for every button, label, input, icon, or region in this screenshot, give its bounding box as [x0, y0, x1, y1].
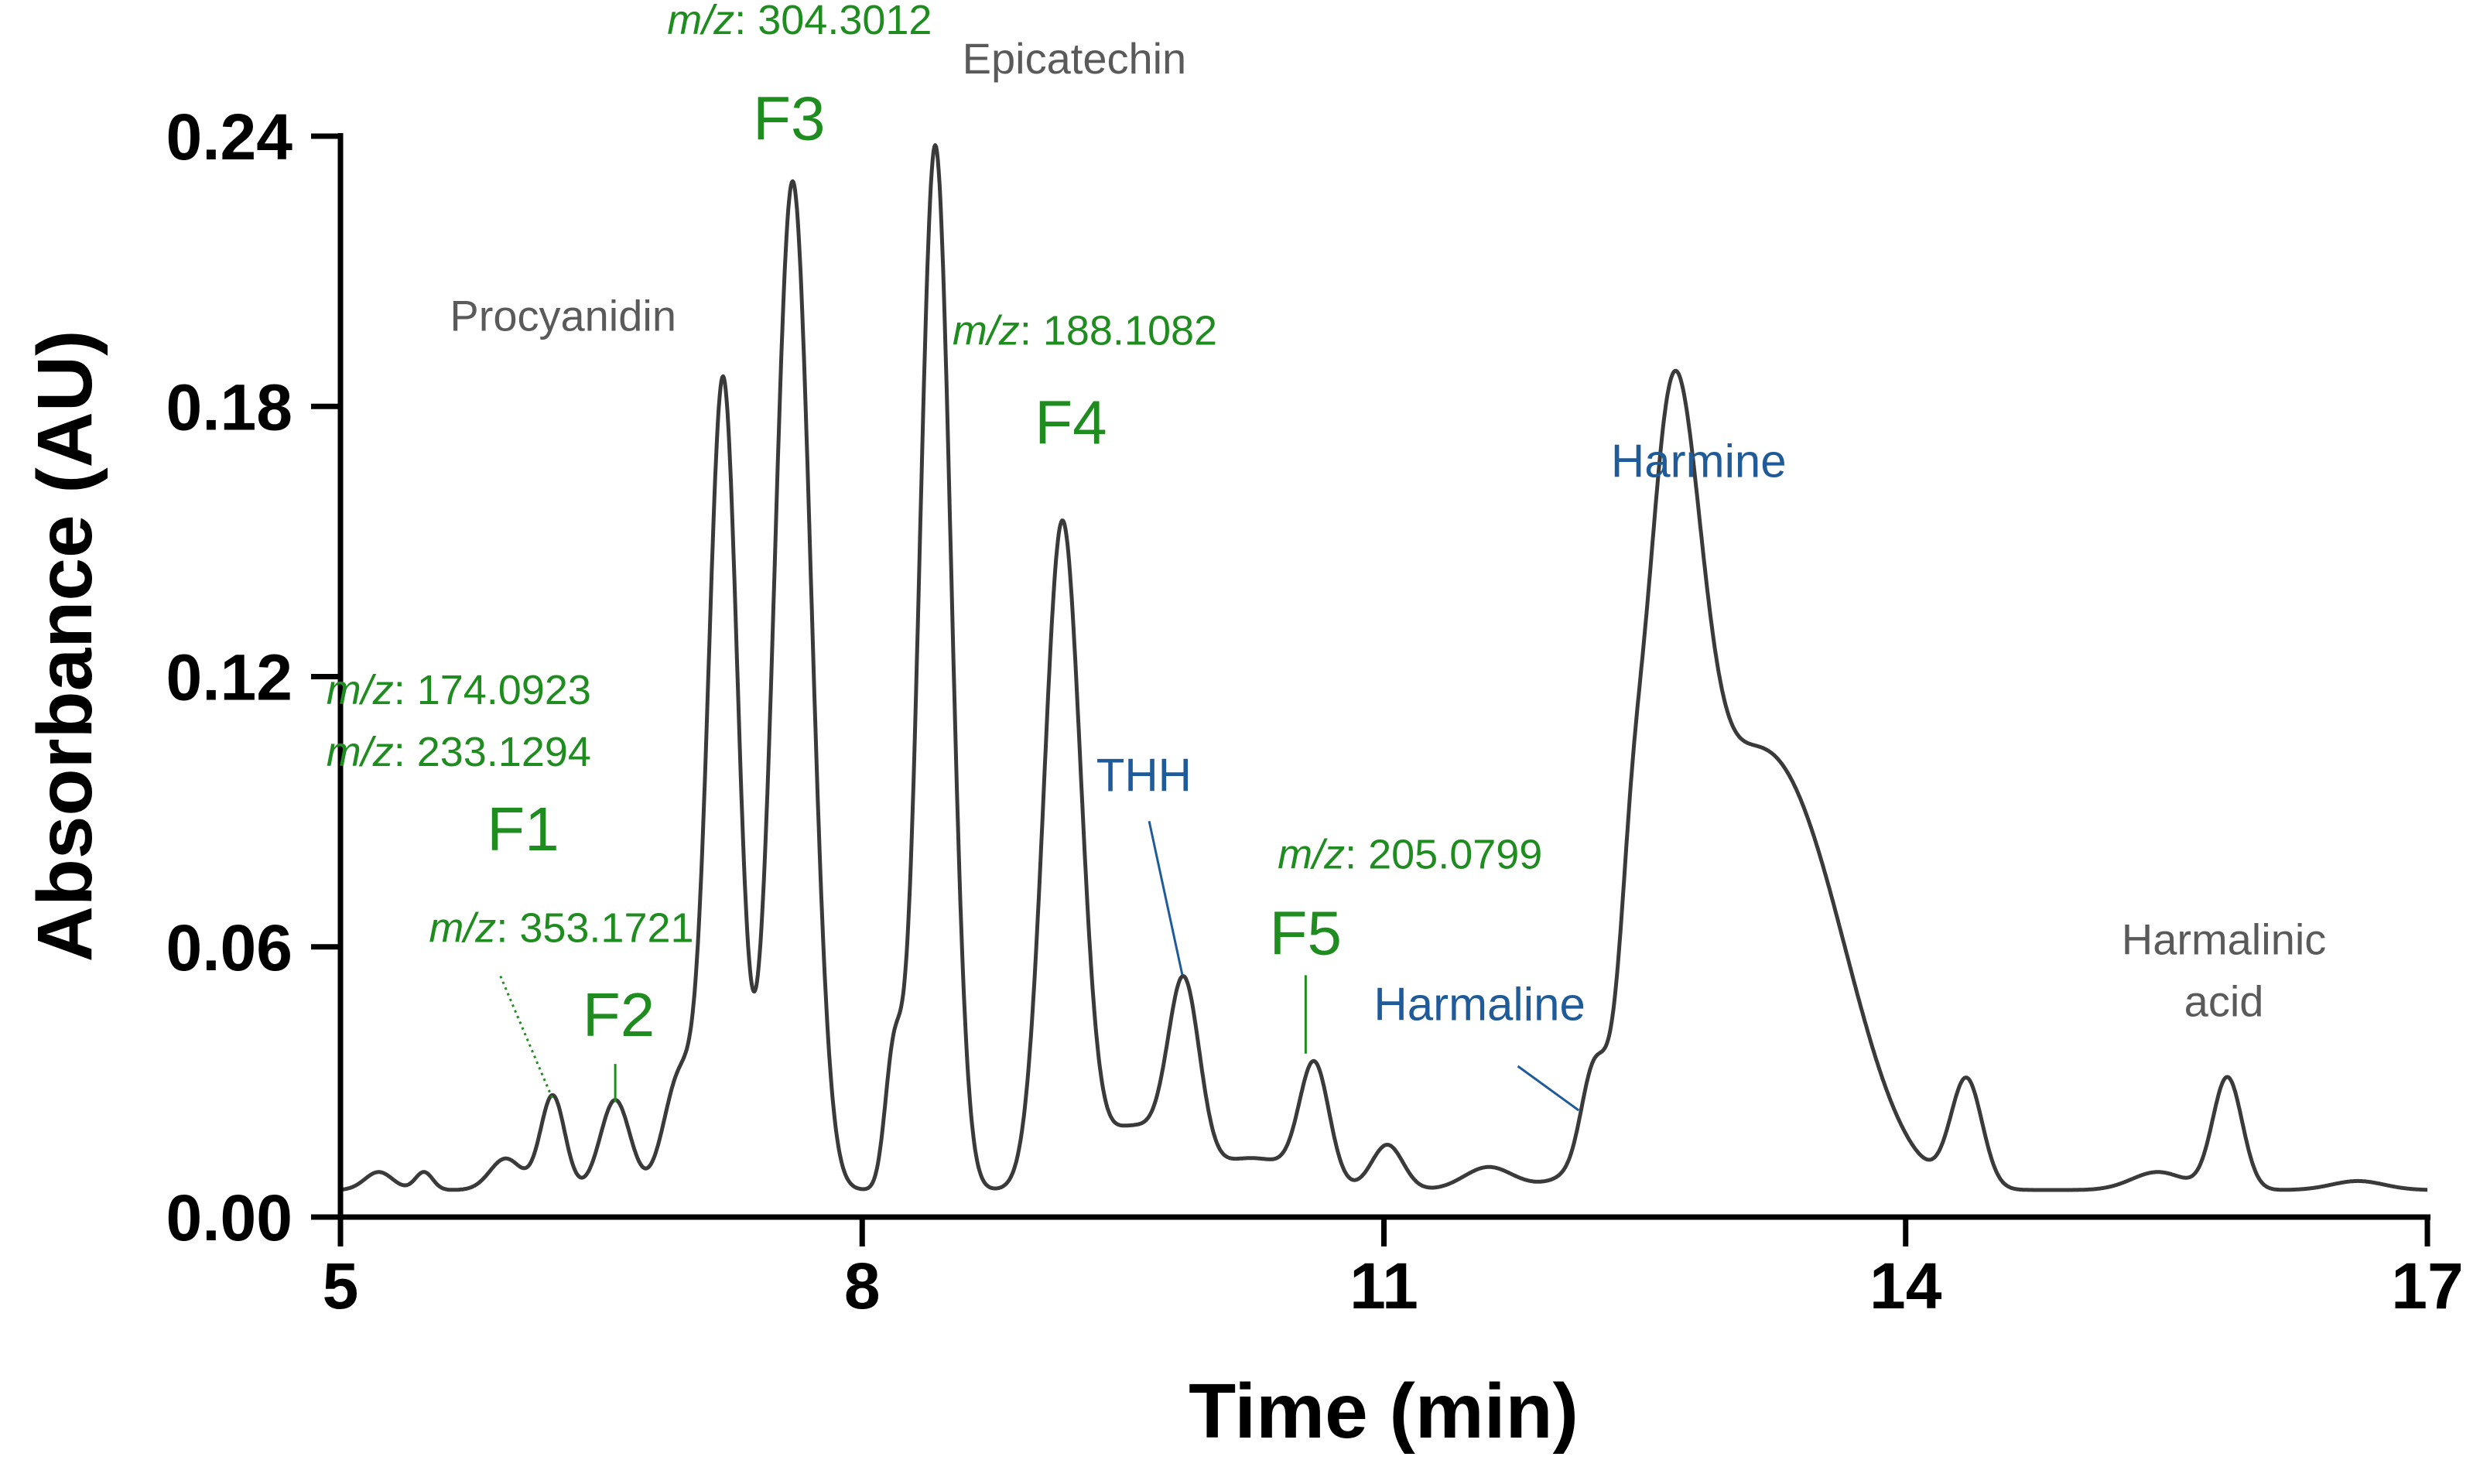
- peak-annotation-m-z-233-1294: m/z: 233.1294: [327, 729, 591, 775]
- y-tick-label: 0.12: [166, 641, 293, 714]
- peak-annotation-m-z-304-3012: m/z: 304.3012: [667, 0, 932, 43]
- leader-line: [1148, 821, 1184, 975]
- leader-line: [1517, 1065, 1580, 1112]
- peak-annotation-harmalinic: Harmalinic: [2122, 915, 2327, 964]
- peak-annotation-procyanidin: Procyanidin: [450, 291, 676, 340]
- leader-line: [499, 975, 554, 1100]
- peak-annotation-thh: THH: [1096, 749, 1192, 801]
- series-line-chromatogram: [339, 143, 2429, 1192]
- peak-annotation-acid: acid: [2184, 976, 2264, 1025]
- peak-annotation-f1: F1: [487, 795, 559, 863]
- peak-annotation-f3: F3: [753, 84, 825, 153]
- peak-annotation-harmaline: Harmaline: [1373, 979, 1585, 1031]
- y-tick-label: 0.06: [166, 911, 293, 984]
- peak-annotation-m-z-205-0799: m/z: 205.0799: [1278, 831, 1542, 877]
- peak-annotation-f4: F4: [1035, 388, 1107, 457]
- x-tick-label: 5: [323, 1250, 359, 1322]
- x-tick-label: 8: [844, 1250, 881, 1322]
- annotation-layer: m/z: 174.0923 m/z: 233.1294 F1 m/z: 353.172…: [327, 0, 2327, 1049]
- y-axis-title: Absorbance (AU): [22, 330, 108, 963]
- y-tick-label: 0.18: [166, 371, 293, 443]
- x-tick-label: 14: [1869, 1250, 1942, 1322]
- peak-annotation-harmine: Harmine: [1611, 436, 1787, 487]
- y-tick-label: 0.24: [166, 101, 293, 173]
- peak-annotation-m-z-188-1082: m/z: 188.1082: [953, 308, 1217, 354]
- peak-annotation-epicatechin: Epicatechin: [963, 34, 1187, 83]
- y-tick-label: 0.00: [166, 1181, 293, 1254]
- leader-line-layer: [499, 821, 1580, 1112]
- peak-annotation-f2: F2: [583, 980, 655, 1049]
- x-tick-label: 17: [2391, 1250, 2463, 1322]
- peak-annotation-m-z-353-1721: m/z: 353.1721: [429, 904, 693, 951]
- trace-layer: [339, 143, 2429, 1192]
- peak-annotation-f5: F5: [1270, 899, 1342, 968]
- peak-annotation-m-z-174-0923: m/z: 174.0923: [327, 667, 591, 713]
- x-axis-title: Time (min): [1189, 1368, 1579, 1455]
- x-tick-label: 11: [1349, 1250, 1418, 1322]
- axes-layer: 5 8 11 14 17 0.00 0.06 0.12 0.18 0.24: [166, 101, 2464, 1322]
